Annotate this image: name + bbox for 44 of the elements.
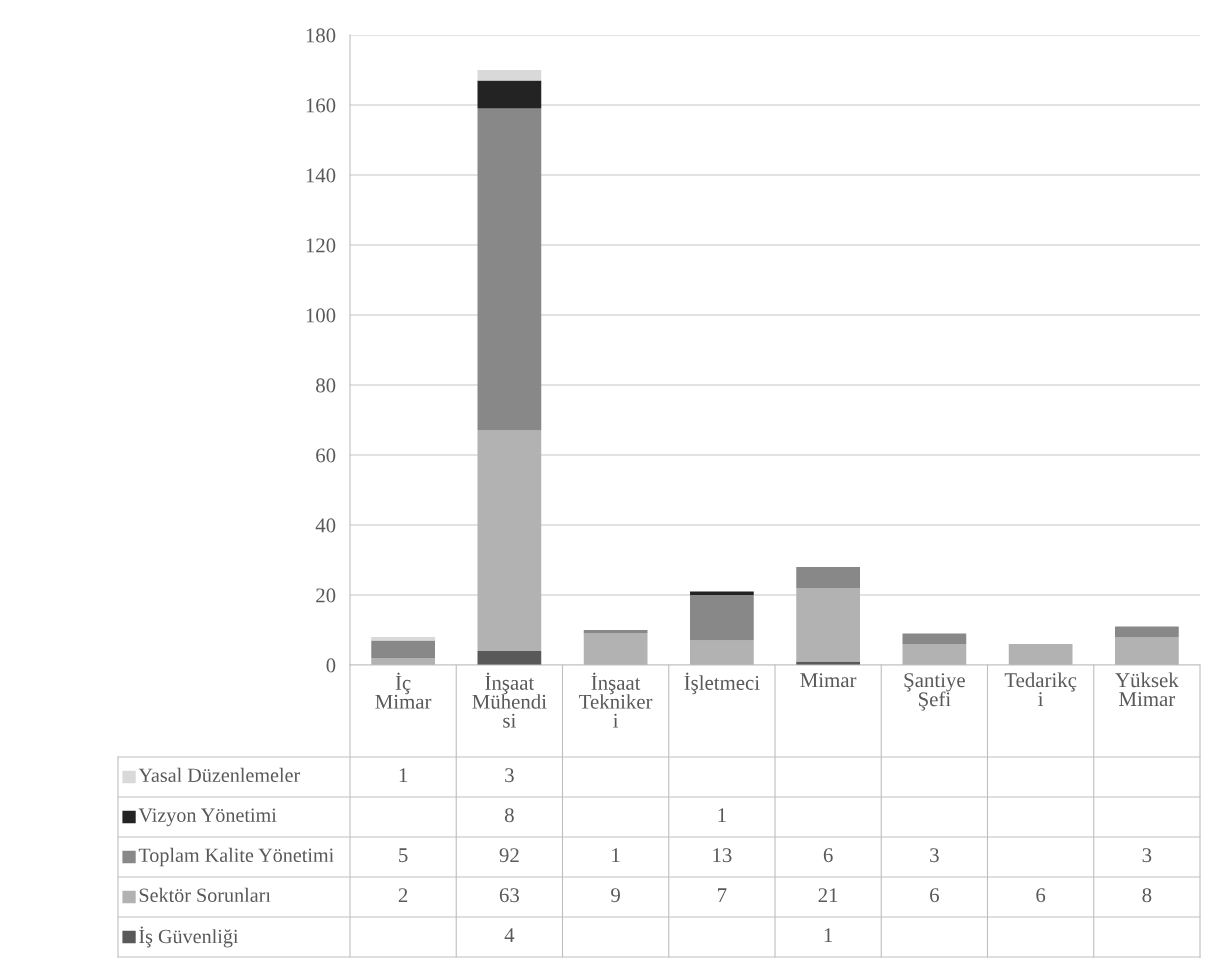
x-tick-label: Yüksek Mimar <box>1115 672 1179 707</box>
y-tick-label: 180 <box>306 28 336 43</box>
data-label: 1 <box>718 808 726 823</box>
data-label: 6 <box>930 888 939 903</box>
data-label: 3 <box>505 768 514 783</box>
y-tick-label: 160 <box>306 98 336 113</box>
data-label: 2 <box>398 888 408 903</box>
y-tick-label: 100 <box>306 308 336 323</box>
legend-label: Sektör Sorunları <box>139 887 271 903</box>
data-label: 8 <box>1142 888 1152 903</box>
data-label: 6 <box>1036 888 1046 903</box>
data-label: 4 <box>504 928 515 943</box>
legend-label: İş Güvenliği <box>139 926 239 948</box>
x-tick-label: Mimar <box>800 673 857 688</box>
x-tick-label: İşletmeci <box>684 672 760 695</box>
data-label: 3 <box>1142 848 1152 863</box>
y-tick-label: 60 <box>316 448 336 463</box>
legend-label: Vizyon Yönetimi <box>138 808 277 827</box>
x-tick-label: İç Mimar <box>375 672 432 709</box>
y-tick-label: 80 <box>316 378 336 393</box>
data-label: 13 <box>713 848 732 863</box>
x-tick-label: Tedarikç i <box>1004 672 1077 706</box>
y-tick-label: 40 <box>315 518 336 533</box>
data-label: 1 <box>612 848 620 863</box>
data-label: 1 <box>824 928 833 943</box>
data-label: 7 <box>718 888 727 903</box>
legend-label: Yasal Düzenlemeler <box>138 767 301 783</box>
y-tick-label: 120 <box>306 238 336 253</box>
data-label: 9 <box>611 888 620 903</box>
data-label: 3 <box>930 848 939 863</box>
x-tick-label: İnşaat Mühendi si <box>472 672 547 728</box>
data-label: 5 <box>399 848 408 863</box>
y-tick-label: 20 <box>316 588 336 603</box>
data-label: 21 <box>818 888 838 903</box>
y-tick-label: 140 <box>306 168 336 183</box>
x-tick-label: Şantiye Şefi <box>904 673 965 711</box>
data-label: 8 <box>504 808 514 823</box>
data-label: 6 <box>823 848 833 863</box>
legend-label: Toplam Kalite Yönetimi <box>138 847 334 867</box>
x-tick-label: İnşaat Tekniker i <box>579 672 653 728</box>
y-tick-label: 0 <box>326 658 336 673</box>
data-label: 92 <box>499 848 519 863</box>
data-label: 1 <box>399 768 408 783</box>
data-label: 63 <box>499 888 519 903</box>
